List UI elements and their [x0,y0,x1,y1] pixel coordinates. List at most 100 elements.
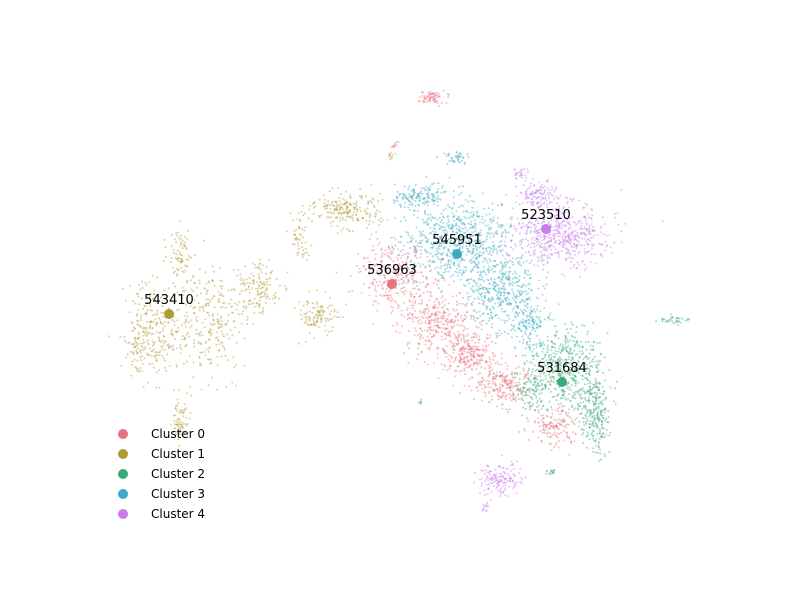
data-point [376,309,379,312]
data-point [475,347,478,350]
data-point [508,386,511,389]
data-point [417,204,420,206]
data-point [410,293,413,296]
data-point [384,270,387,273]
data-point [390,236,393,239]
data-point [537,355,540,358]
data-point [522,387,525,390]
data-point [426,240,429,243]
data-point [593,417,596,420]
data-point [308,290,311,293]
data-point [675,317,678,320]
data-point [557,358,560,361]
data-point [599,353,602,356]
data-point [152,297,154,300]
data-point [378,224,381,226]
data-point [189,326,192,329]
data-point [245,305,248,308]
data-point [660,317,663,320]
data-point [532,430,534,433]
data-point [411,271,414,274]
data-point [583,392,586,395]
data-point [448,329,451,332]
data-point [462,269,465,272]
data-point [237,269,240,271]
data-point [507,382,510,385]
data-point [524,376,527,379]
data-point [319,311,322,313]
data-point [600,423,603,426]
data-point [436,324,439,327]
data-point [148,281,151,284]
data-point [148,363,151,366]
data-point [472,336,475,339]
data-point [346,211,349,214]
data-point [469,354,472,356]
data-point [203,351,206,353]
data-point [220,341,222,344]
data-point [429,189,432,192]
data-point [370,268,372,271]
data-point [242,310,245,313]
data-point [600,458,603,461]
data-point [531,384,534,386]
data-point [492,377,495,380]
data-point [149,320,152,323]
data-point [566,423,569,426]
data-point [551,375,554,378]
data-point [389,299,391,302]
data-point [539,341,542,344]
data-point [561,394,564,397]
data-point [209,329,212,332]
data-point [525,341,528,344]
data-point [413,250,416,253]
data-point [178,432,181,435]
data-point [303,229,306,232]
data-point [480,328,483,331]
data-point [601,393,604,396]
data-point [490,386,493,389]
data-point [546,344,549,347]
data-point [566,371,569,373]
data-point [495,384,497,387]
data-point [531,398,534,401]
data-point [529,273,531,276]
data-point [570,389,573,391]
data-point [585,390,588,393]
data-point [544,383,547,386]
data-point [336,224,339,227]
data-point [344,211,347,214]
data-point [344,219,347,222]
data-point [524,394,527,397]
data-point [451,223,454,226]
data-point [521,394,524,397]
data-point [308,318,311,320]
data-point [574,432,577,435]
data-point [261,312,264,315]
data-point [591,422,594,425]
data-point [426,218,429,221]
data-point [521,321,524,324]
data-point [596,382,599,385]
data-point [519,293,522,296]
data-point [593,243,596,246]
data-point [595,403,598,406]
data-point [494,362,497,365]
data-point [394,152,397,155]
data-point [300,234,303,237]
data-point [480,348,483,351]
data-point [473,335,475,338]
data-point [518,240,521,243]
data-point [257,303,260,306]
data-point [515,367,518,370]
data-point [490,395,493,398]
data-point [546,367,549,369]
data-point [554,409,557,412]
data-point [376,262,378,265]
data-point [179,258,182,261]
data-point [408,347,410,350]
data-point [477,326,480,329]
data-point [183,241,186,244]
data-point [591,420,594,423]
data-point [447,260,450,263]
